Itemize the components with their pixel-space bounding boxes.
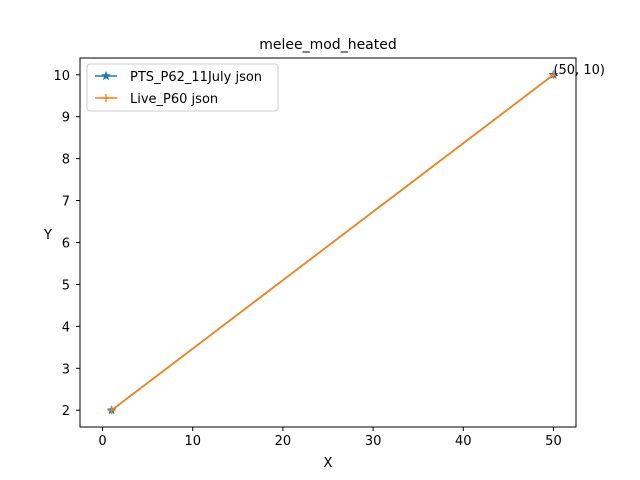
legend-label-1: PTS_P62_11July json <box>130 70 262 85</box>
y-tick-label: 5 <box>62 278 70 293</box>
legend: PTS_P62_11July json Live_P60 json <box>86 63 279 112</box>
annotations: (50, 10) <box>553 63 605 78</box>
y-tick-label: 3 <box>62 362 70 377</box>
plot-frame <box>79 57 577 428</box>
legend-box <box>86 63 279 112</box>
x-tick-label: 50 <box>545 434 562 449</box>
legend-marker-1 <box>101 70 111 81</box>
y-axis-label: Y <box>43 228 52 243</box>
x-tick-label: 30 <box>365 434 382 449</box>
data-point-series-2 <box>107 406 116 415</box>
y-tick-label: 2 <box>62 404 70 419</box>
data-point-annotation: (50, 10) <box>553 63 605 78</box>
x-tick-label: 0 <box>98 434 106 449</box>
x-axis-ticks: 0 10 20 30 40 50 <box>98 427 562 449</box>
x-axis-label: X <box>324 456 333 471</box>
y-tick-label: 10 <box>53 69 70 84</box>
x-tick-label: 40 <box>455 434 472 449</box>
y-tick-label: 7 <box>62 195 70 210</box>
y-axis-ticks: 2 3 4 5 6 7 8 9 10 <box>53 69 80 419</box>
series-line-2 <box>111 74 554 411</box>
legend-label-2: Live_P60 json <box>130 92 218 107</box>
y-tick-label: 4 <box>62 320 70 335</box>
x-tick-label: 20 <box>275 434 292 449</box>
series-layer <box>106 69 559 415</box>
chart-title: melee_mod_heated <box>259 37 397 53</box>
y-tick-label: 8 <box>62 153 70 168</box>
y-tick-label: 9 <box>62 111 70 126</box>
y-tick-label: 6 <box>62 237 70 252</box>
legend-marker-2 <box>102 94 110 102</box>
data-point-series-2 <box>549 70 558 79</box>
x-tick-label: 10 <box>184 434 201 449</box>
